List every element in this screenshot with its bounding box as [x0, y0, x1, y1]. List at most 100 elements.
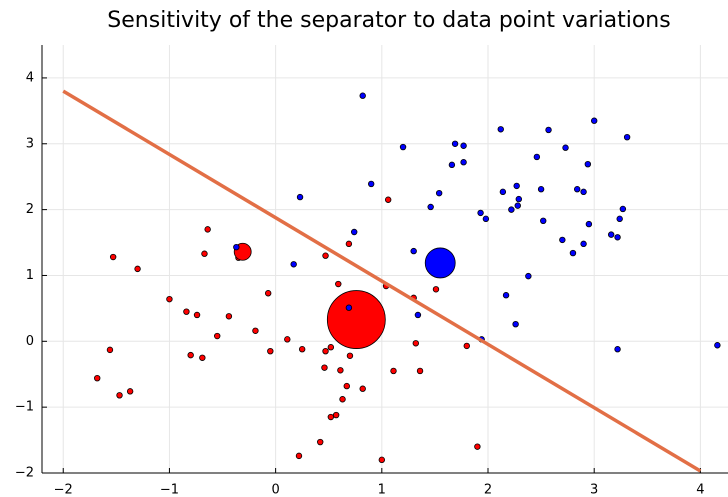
x-tick-label: 2 [484, 483, 492, 497]
point [345, 240, 353, 248]
point [322, 347, 329, 355]
point [614, 234, 621, 241]
point [321, 364, 328, 371]
point [714, 342, 721, 349]
x-tick-label: −1 [160, 483, 179, 497]
point [515, 195, 523, 203]
point [545, 126, 552, 134]
point [463, 342, 470, 350]
x-tick-label: 0 [271, 483, 279, 497]
x-tick-label: 1 [378, 483, 386, 497]
point [580, 240, 587, 248]
point [540, 217, 547, 225]
point [399, 143, 407, 151]
point [533, 153, 541, 161]
point [193, 311, 201, 319]
point [290, 261, 297, 268]
point [343, 382, 350, 390]
point [296, 193, 304, 201]
point [359, 92, 366, 99]
point [574, 186, 581, 193]
point [327, 344, 335, 351]
point [252, 327, 259, 334]
y-tick-label: 2 [26, 202, 34, 217]
point [482, 215, 490, 223]
point [590, 117, 598, 124]
separator-line [62, 89, 702, 473]
point [502, 292, 510, 299]
point [424, 247, 456, 279]
point [327, 413, 335, 421]
point [448, 161, 456, 169]
point [187, 351, 194, 359]
point [284, 336, 291, 343]
point [619, 205, 627, 213]
point [134, 265, 141, 273]
point [410, 247, 417, 255]
chart-title: Sensitivity of the separator to data poi… [107, 8, 670, 33]
point [435, 189, 443, 197]
x-tick-label: 3 [590, 483, 598, 497]
point [616, 215, 623, 223]
point [351, 228, 358, 236]
y-tick-label: 3 [26, 136, 34, 151]
point [214, 332, 221, 340]
point [607, 231, 615, 238]
x-tick-label: −2 [54, 483, 73, 497]
point [126, 388, 134, 395]
point [267, 347, 274, 355]
point [390, 367, 397, 375]
point [474, 443, 481, 450]
point [477, 209, 484, 217]
point [585, 220, 593, 228]
y-tick-label: −2 [15, 466, 34, 481]
point [460, 142, 467, 149]
point [204, 226, 211, 233]
y-tick-label: 0 [26, 334, 34, 349]
y-tick-label: −1 [15, 400, 34, 415]
y-tick-label: 4 [26, 70, 34, 85]
x-tick-label: 4 [696, 483, 704, 497]
point [623, 133, 631, 141]
point [499, 188, 507, 196]
point [322, 252, 329, 259]
point [326, 290, 386, 349]
y-tick-label: 1 [26, 268, 34, 283]
point [335, 280, 342, 288]
point [346, 352, 354, 359]
point [537, 186, 545, 193]
point [225, 313, 233, 320]
point [339, 396, 346, 403]
point [512, 320, 519, 328]
point [412, 340, 419, 347]
point [295, 452, 303, 460]
point [525, 272, 532, 280]
point [508, 206, 515, 213]
point [614, 346, 621, 353]
point [317, 438, 324, 446]
point [264, 290, 272, 297]
point [514, 202, 521, 209]
point [559, 236, 566, 244]
point [562, 144, 569, 151]
point [451, 140, 459, 147]
point [337, 367, 344, 374]
point [367, 180, 375, 188]
point [414, 311, 422, 319]
point [460, 159, 467, 166]
point [106, 346, 114, 354]
point [432, 286, 440, 293]
point [109, 253, 117, 261]
point [166, 295, 173, 303]
point [199, 354, 206, 361]
point [183, 308, 190, 315]
point [384, 196, 392, 203]
point [116, 392, 123, 399]
point [569, 249, 577, 257]
point [298, 346, 306, 353]
point [427, 203, 434, 211]
point [497, 126, 504, 133]
point [233, 243, 240, 251]
point [378, 456, 386, 464]
